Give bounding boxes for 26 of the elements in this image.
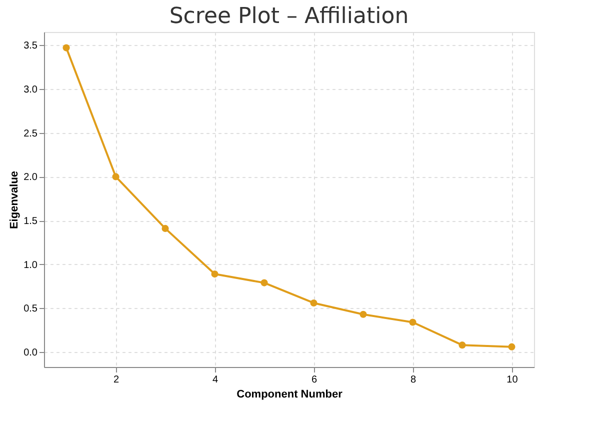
chart-title: Scree Plot – Affiliation xyxy=(169,4,409,29)
x-axis-title: Component Number xyxy=(236,388,344,400)
x-tick-label: 10 xyxy=(506,374,518,386)
x-tick-label: 2 xyxy=(113,374,120,386)
y-axis-title: Eigenvalue xyxy=(8,170,21,230)
y-tick-label: 0.0 xyxy=(24,348,38,359)
y-tick-label: 3.5 xyxy=(24,40,38,52)
y-tick-label: 0.5 xyxy=(24,304,38,315)
point xyxy=(112,173,120,180)
point xyxy=(310,299,318,307)
y-tick-label: 1.0 xyxy=(24,260,38,271)
point xyxy=(162,224,169,232)
y-tick-label: 2.0 xyxy=(24,172,38,184)
y-tick-label: 1.5 xyxy=(24,216,38,228)
y-tick-label: 3.0 xyxy=(24,84,38,96)
x-tick-label: 4 xyxy=(212,374,218,386)
point xyxy=(458,342,466,349)
point xyxy=(62,44,70,52)
point xyxy=(211,270,218,278)
x-tick-label: 6 xyxy=(311,374,318,386)
y-tick-label: 2.5 xyxy=(24,128,38,140)
point xyxy=(360,310,367,318)
point xyxy=(409,318,416,326)
point xyxy=(508,343,516,350)
x-tick-label: 8 xyxy=(410,374,416,386)
point xyxy=(260,279,268,286)
